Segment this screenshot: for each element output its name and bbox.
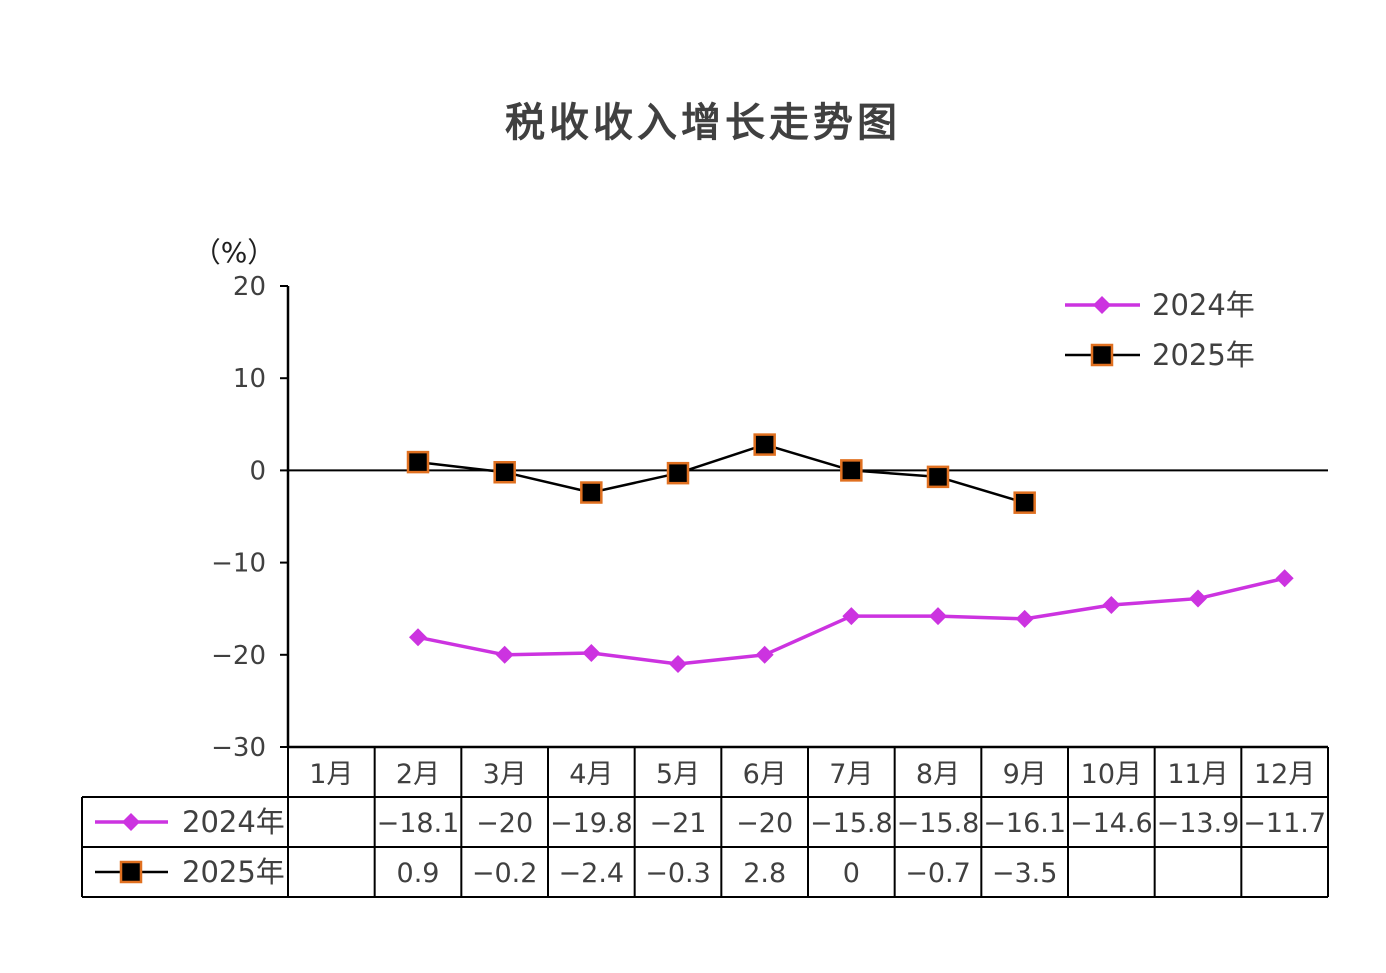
x-tick-label: 2月 (396, 759, 440, 790)
data-point (1102, 596, 1121, 615)
data-point (666, 461, 690, 485)
data-point (755, 645, 774, 664)
x-tick-label: 12月 (1254, 759, 1315, 790)
legend-label: 2024年 (1152, 288, 1255, 322)
data-point (1189, 589, 1207, 608)
data-label: −15.8 (810, 808, 893, 839)
data-label: −13.9 (1157, 808, 1240, 839)
data-point (409, 628, 427, 647)
data-label: −11.7 (1243, 808, 1326, 839)
legend-label: 2025年 (1152, 338, 1255, 372)
data-point (1275, 569, 1294, 588)
data-point (840, 459, 863, 482)
data-point (495, 645, 514, 664)
data-point (669, 655, 687, 674)
y-tick-label: −10 (211, 549, 266, 579)
y-tick-label: −20 (211, 641, 266, 671)
y-tick-label: 0 (249, 456, 266, 486)
x-tick-label: 10月 (1081, 759, 1142, 790)
data-label: 0.9 (397, 858, 440, 889)
data-table: 1月 2月 3月 4月 5月 6月 7月 8月 9月 10月 11月 12月 2024年 −18.1 −20… (81, 745, 1329, 898)
x-tick-label: 6月 (743, 759, 787, 790)
x-tick-label: 9月 (1003, 759, 1047, 790)
x-tick-label: 7月 (829, 759, 873, 790)
data-label: −19.8 (550, 808, 633, 839)
series-2024年 (409, 569, 1294, 674)
data-point (929, 607, 947, 626)
y-tick-label: −30 (211, 733, 266, 763)
data-point (1015, 609, 1034, 628)
data-point (493, 460, 516, 484)
y-axis-unit: （%） (193, 236, 276, 269)
x-tick-label: 5月 (656, 759, 700, 790)
table-legend-marker (122, 813, 140, 831)
x-tick-label: 8月 (916, 759, 960, 790)
x-tick-label: 3月 (483, 759, 527, 790)
data-label: −15.8 (897, 808, 980, 839)
data-label: −20 (736, 808, 793, 839)
data-label: −18.1 (377, 808, 460, 839)
data-point (926, 465, 950, 489)
data-label: 0 (843, 858, 860, 889)
table-legend-marker (119, 860, 143, 884)
table-row-label: 2025年 (182, 855, 285, 889)
y-tick-label: 20 (233, 272, 266, 302)
series-2025年 (406, 433, 1036, 514)
data-label: −21 (650, 808, 707, 839)
legend-marker (1093, 296, 1111, 314)
data-label: 2.8 (743, 858, 786, 889)
series-layer (406, 433, 1294, 674)
chart-title: 税收收入增长走势图 (505, 100, 901, 146)
legend: 2024年 2025年 (1065, 288, 1255, 372)
series-line (417, 443, 1026, 504)
data-point (406, 450, 430, 474)
data-point (753, 433, 776, 456)
data-point (580, 481, 603, 504)
data-label: −0.3 (645, 858, 711, 889)
data-label: −14.6 (1070, 808, 1153, 839)
data-label: −2.4 (559, 858, 625, 889)
data-label: −3.5 (992, 858, 1058, 889)
data-label: −16.1 (983, 808, 1066, 839)
data-point (1013, 491, 1036, 514)
x-tick-label: 11月 (1167, 759, 1228, 790)
axes: 20 10 0 −10 −20 −30 (211, 272, 1328, 763)
data-point (582, 643, 601, 662)
x-tick-label: 1月 (309, 759, 353, 790)
data-label: −20 (476, 808, 533, 839)
data-label: −0.7 (905, 858, 971, 889)
data-label: −0.2 (472, 858, 538, 889)
data-point (842, 607, 861, 626)
y-tick-label: 10 (233, 364, 266, 394)
x-tick-label: 4月 (569, 759, 613, 790)
table-row-label: 2024年 (182, 805, 285, 839)
legend-marker (1090, 343, 1114, 367)
